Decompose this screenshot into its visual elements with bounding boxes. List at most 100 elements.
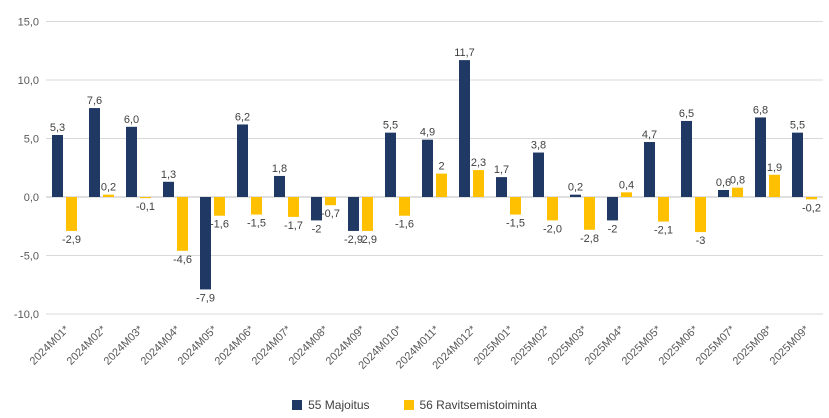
bar-ravitsemistoiminta	[140, 197, 151, 199]
bar-ravitsemistoiminta	[399, 197, 410, 216]
x-tick-label: 2025M09*	[768, 323, 812, 367]
bar-value-label: -2,8	[580, 233, 599, 245]
bar-value-label: -2,9	[62, 234, 81, 246]
bar-majoitus	[89, 108, 100, 197]
bar-ravitsemistoiminta	[103, 194, 114, 197]
bar-majoitus	[681, 120, 692, 197]
bar-majoitus	[385, 132, 396, 197]
bar-value-label: -1,6	[210, 219, 229, 231]
bar-value-label: 1,3	[161, 169, 176, 181]
bar-value-label: -1,5	[247, 218, 266, 230]
bar-value-label: 6,5	[679, 108, 694, 120]
bar-majoitus	[422, 139, 433, 197]
bar-value-label: -0,2	[802, 202, 821, 214]
bar-value-label: -1,7	[284, 220, 303, 232]
bar-value-label: -2,9	[358, 234, 377, 246]
bar-ravitsemistoiminta	[806, 197, 817, 200]
bar-ravitsemistoiminta	[621, 192, 632, 197]
legend-label-majoitus: 55 Majoitus	[308, 398, 370, 412]
bar-value-label: -2,0	[543, 223, 562, 235]
bar-ravitsemistoiminta	[547, 197, 558, 221]
bar-ravitsemistoiminta	[177, 197, 188, 251]
bar-value-label: 0,4	[619, 179, 634, 191]
bar-majoitus	[644, 142, 655, 197]
bar-ravitsemistoiminta	[288, 197, 299, 217]
bar-value-label: 2	[438, 161, 444, 173]
bar-ravitsemistoiminta	[584, 197, 595, 230]
bar-value-label: 0,6	[716, 177, 731, 189]
bar-value-label: 4,9	[420, 127, 435, 139]
bar-value-label: 0,2	[101, 182, 116, 194]
bar-value-label: 7,6	[87, 95, 102, 107]
chart-legend: 55 Majoitus 56 Ravitsemistoiminta	[0, 398, 829, 412]
legend-label-ravitsemistoiminta: 56 Ravitsemistoiminta	[419, 398, 537, 412]
bar-value-label: -2	[312, 223, 322, 235]
bar-value-label: 1,7	[494, 164, 509, 176]
bar-value-label: 1,9	[767, 162, 782, 174]
legend-swatch-majoitus	[292, 400, 303, 410]
bar-ravitsemistoiminta	[473, 170, 484, 197]
bar-majoitus	[496, 177, 507, 197]
bar-ravitsemistoiminta	[436, 173, 447, 197]
bar-value-label: 11,7	[454, 47, 475, 59]
bar-majoitus	[792, 132, 803, 197]
y-tick-label: -5,0	[20, 251, 39, 263]
bar-ravitsemistoiminta	[769, 174, 780, 197]
bar-value-label: -3	[696, 235, 706, 247]
bar-value-label: 4,7	[642, 129, 657, 141]
bar-majoitus	[718, 189, 729, 197]
bar-majoitus	[52, 134, 63, 197]
bar-majoitus	[755, 117, 766, 197]
bar-value-label: 0,2	[568, 182, 583, 194]
bar-value-label: -2	[608, 223, 618, 235]
bar-majoitus	[533, 152, 544, 197]
bar-value-label: 6,0	[124, 114, 139, 126]
bar-ravitsemistoiminta	[695, 197, 706, 233]
bar-ravitsemistoiminta	[251, 197, 262, 215]
bar-majoitus	[237, 124, 248, 197]
y-tick-label: 10,0	[18, 75, 39, 87]
bar-value-label: -1,5	[506, 218, 525, 230]
bar-value-label: 2,3	[471, 157, 486, 169]
bar-ravitsemistoiminta	[362, 197, 373, 231]
bar-majoitus	[200, 197, 211, 290]
bar-majoitus	[459, 60, 470, 197]
legend-swatch-ravitsemistoiminta	[403, 400, 414, 410]
y-tick-label: 0,0	[24, 192, 39, 204]
bar-value-label: -4,6	[173, 254, 192, 266]
bar-value-label: 6,8	[753, 104, 768, 116]
bar-ravitsemistoiminta	[325, 197, 336, 206]
y-tick-label: 15,0	[18, 17, 39, 29]
y-tick-label: -10,0	[14, 309, 39, 321]
bar-ravitsemistoiminta	[732, 187, 743, 197]
bar-majoitus	[274, 175, 285, 197]
bar-value-label: -0,7	[321, 208, 340, 220]
bar-value-label: -0,1	[136, 201, 155, 213]
bar-majoitus	[311, 197, 322, 221]
bar-majoitus	[163, 181, 174, 197]
bar-ravitsemistoiminta	[510, 197, 521, 215]
bar-ravitsemistoiminta	[214, 197, 225, 216]
bar-value-label: 6,2	[235, 111, 250, 123]
bar-value-label: 5,5	[383, 120, 398, 132]
bar-value-label: 5,5	[790, 120, 805, 132]
bar-value-label: -1,6	[395, 219, 414, 231]
bar-value-label: -2,9	[344, 234, 363, 246]
bar-majoitus	[348, 197, 359, 231]
bar-value-label: -7,9	[196, 292, 215, 304]
bar-majoitus	[126, 126, 137, 197]
bar-majoitus	[607, 197, 618, 221]
bar-value-label: 0,8	[730, 175, 745, 187]
bar-value-label: 1,8	[272, 163, 287, 175]
bar-ravitsemistoiminta	[658, 197, 669, 222]
bar-ravitsemistoiminta	[66, 197, 77, 231]
y-tick-label: 5,0	[24, 134, 39, 146]
bar-value-label: -2,1	[654, 225, 673, 237]
legend-item-ravitsemistoiminta: 56 Ravitsemistoiminta	[403, 398, 537, 412]
bar-value-label: 5,3	[50, 122, 65, 134]
legend-item-majoitus: 55 Majoitus	[292, 398, 370, 412]
bar-value-label: 3,8	[531, 140, 546, 152]
bar-majoitus	[570, 194, 581, 197]
